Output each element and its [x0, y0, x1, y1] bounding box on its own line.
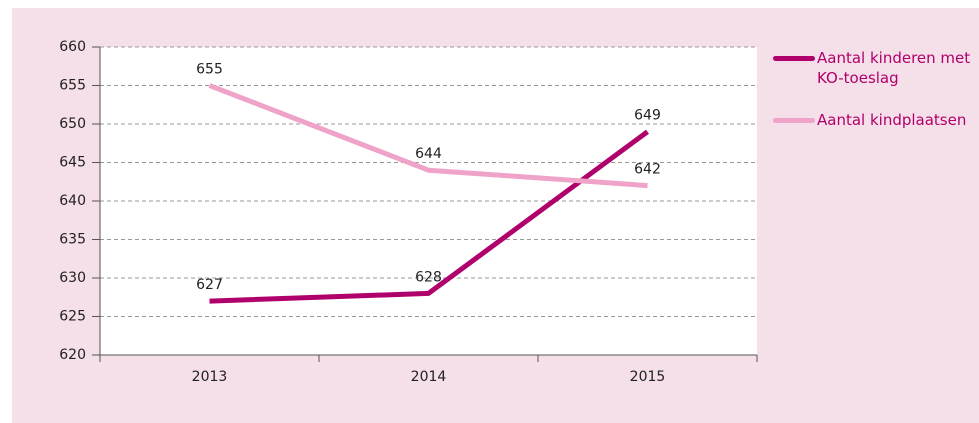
legend-entry: Aantal kinderen met KO-toeslag	[773, 48, 977, 88]
line	[209, 129, 649, 304]
y-tick-label: 650	[59, 116, 86, 132]
y-tick-label: 645	[59, 155, 86, 171]
data-label: 642	[634, 162, 661, 178]
data-label: 627	[196, 277, 223, 293]
legend-label: Aantal kindplaatsen	[817, 111, 967, 129]
y-tick-label: 625	[59, 309, 86, 325]
data-label: 655	[196, 62, 223, 78]
y-tick-label: 660	[59, 39, 86, 55]
y-tick-label: 630	[59, 270, 86, 286]
y-tick-label: 655	[59, 78, 86, 94]
data-label: 628	[415, 269, 442, 285]
x-tick-label: 2013	[192, 369, 228, 385]
legend-entry: Aantal kindplaatsen	[773, 110, 977, 130]
legend-swatch	[773, 56, 815, 61]
legend-swatch	[773, 118, 815, 123]
y-tick-label: 620	[59, 347, 86, 363]
x-tick-label: 2015	[630, 369, 666, 385]
y-tick-label: 640	[59, 193, 86, 209]
y-tick-label: 635	[59, 232, 86, 248]
legend-label: Aantal kinderen met KO-toeslag	[817, 49, 971, 87]
line	[208, 83, 648, 189]
data-label: 649	[634, 108, 661, 124]
data-label: 644	[415, 146, 442, 162]
x-tick-label: 2014	[411, 369, 447, 385]
